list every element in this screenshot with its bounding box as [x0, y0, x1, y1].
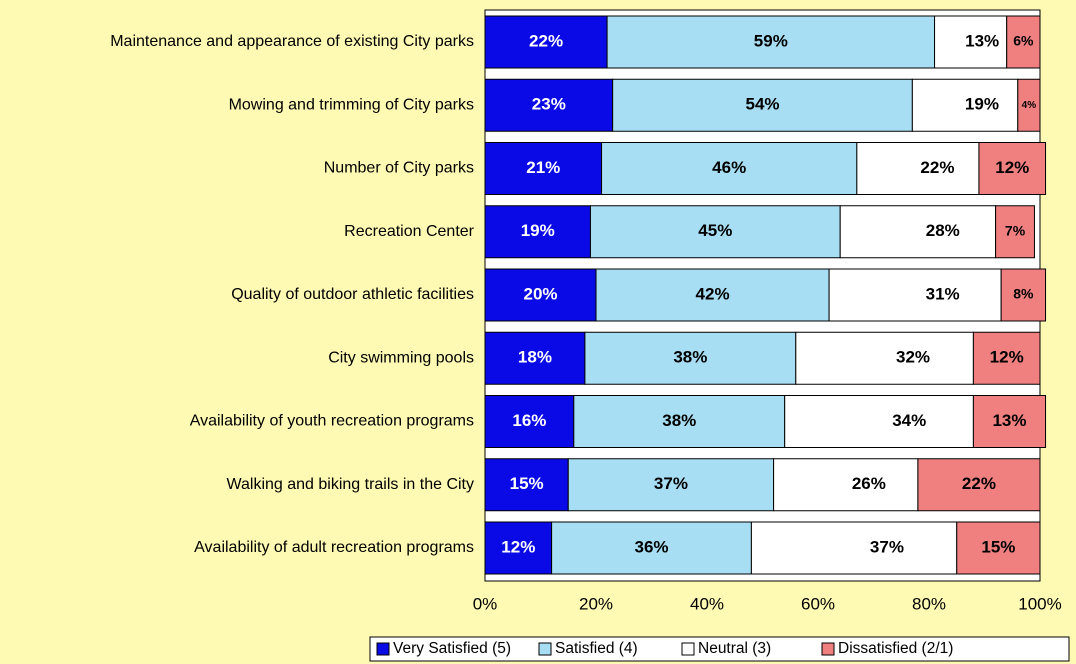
bar-value-label: 20% [523, 284, 557, 303]
bar-segment [567, 458, 775, 512]
legend-entry-label: Neutral (3) [698, 640, 771, 657]
bar-value-label: 54% [745, 95, 779, 114]
bar-value-label: 28% [926, 221, 960, 240]
bar-segment [911, 78, 1019, 132]
legend: Very Satisfied (5) Satisfied (4) Neutral (… [369, 636, 1070, 662]
bar-value-label: 38% [673, 348, 707, 367]
bar-value-label: 59% [754, 31, 788, 50]
bar-value-label: 22% [962, 474, 996, 493]
bar-value-label: 23% [532, 95, 566, 114]
x-axis-tick-labels: 0% 20% 40% 60% 80% 100% [473, 594, 1062, 613]
bar-segment [972, 331, 1041, 385]
bar-value-label: 34% [892, 411, 926, 430]
bar-value-label: 19% [521, 221, 555, 240]
category-labels: Maintenance and appearance of existing C… [110, 33, 474, 556]
x-tick-label: 80% [912, 594, 946, 613]
bar-value-label: 38% [662, 411, 696, 430]
bar-segment [856, 142, 980, 195]
bar-value-label: 31% [926, 284, 960, 303]
bar-value-label: 13% [965, 31, 999, 50]
bar-value-label: 22% [529, 31, 563, 50]
bar-segment [828, 268, 1002, 322]
bars-group: 22% 59% 13% 6% 23% 54% 19% 4% 21% 46% 22% 12% 19% 45%… [484, 15, 1047, 575]
x-tick-label: 20% [579, 594, 613, 613]
category-label: Maintenance and appearance of existing C… [110, 33, 474, 50]
bar-value-label: 19% [965, 95, 999, 114]
category-label: Mowing and trimming of City parks [229, 96, 474, 113]
bar-value-label: 18% [518, 348, 552, 367]
legend-box [369, 636, 1070, 662]
bar-segment [484, 331, 586, 385]
legend-entry-label: Very Satisfied (5) [393, 640, 511, 657]
x-tick-label: 100% [1018, 594, 1061, 613]
bar-value-label: 22% [920, 158, 954, 177]
legend-entry-label: Dissatisfied (2/1) [838, 640, 953, 657]
bar-value-label: 37% [870, 537, 904, 556]
legend-entry-label: Satisfied (4) [555, 640, 638, 657]
x-tick-label: 60% [801, 594, 835, 613]
bar-segment [795, 331, 974, 385]
bar-value-label: 42% [696, 284, 730, 303]
bar-segment [484, 78, 614, 132]
bar-segment [956, 521, 1041, 575]
category-label: City swimming pools [328, 349, 474, 366]
bar-segment [1017, 78, 1041, 132]
bar-segment [584, 331, 797, 385]
bar-segment [484, 395, 575, 448]
bar-value-label: 12% [990, 348, 1024, 367]
bar-value-label: 46% [712, 158, 746, 177]
bar-segment [589, 205, 841, 259]
legend-swatch [376, 642, 390, 656]
category-label: Availability of adult recreation program… [194, 539, 474, 556]
x-tick-label: 0% [473, 594, 498, 613]
bar-segment [972, 395, 1047, 448]
legend-swatch [681, 642, 695, 656]
bar-segment [484, 142, 603, 195]
category-label: Walking and biking trails in the City [226, 476, 474, 493]
category-label: Number of City parks [324, 160, 474, 177]
bar-value-label: 26% [852, 474, 886, 493]
bar-segment [606, 15, 936, 69]
bar-segment [484, 205, 591, 259]
bar-value-label: 7% [1005, 222, 1026, 238]
bar-value-label: 36% [634, 537, 668, 556]
bar-segment [978, 142, 1047, 195]
x-tick-label: 40% [690, 594, 724, 613]
category-label: Recreation Center [344, 223, 475, 240]
legend-swatch [538, 642, 552, 656]
bar-value-label: 12% [501, 537, 535, 556]
bar-value-label: 15% [981, 537, 1015, 556]
bar-value-label: 45% [698, 221, 732, 240]
bar-value-label: 12% [995, 158, 1029, 177]
bar-value-label: 6% [1013, 33, 1034, 49]
bar-segment [773, 458, 919, 512]
bar-segment [839, 205, 997, 259]
bar-segment [484, 268, 597, 322]
bar-segment [573, 395, 786, 448]
bar-value-label: 32% [896, 348, 930, 367]
legend-swatch [821, 642, 835, 656]
bar-value-label: 21% [526, 158, 560, 177]
bar-segment [995, 205, 1035, 259]
bar-value-label: 37% [654, 474, 688, 493]
bar-segment [1000, 268, 1047, 322]
bar-segment [484, 15, 608, 69]
bar-segment [484, 458, 569, 512]
bar-segment [595, 268, 830, 322]
bar-value-label: 15% [510, 474, 544, 493]
bar-value-label: 13% [992, 411, 1026, 430]
bar-segment [750, 521, 958, 575]
bar-segment [917, 458, 1041, 512]
bar-segment [1006, 15, 1041, 69]
bar-value-label: 16% [512, 411, 546, 430]
bar-segment [612, 78, 913, 132]
bar-segment [601, 142, 858, 195]
bar-value-label: 8% [1013, 286, 1034, 302]
category-label: Availability of youth recreation program… [190, 413, 474, 430]
bar-value-label: 4% [1022, 100, 1037, 111]
bar-segment [784, 395, 974, 448]
category-label: Quality of outdoor athletic facilities [231, 286, 474, 303]
